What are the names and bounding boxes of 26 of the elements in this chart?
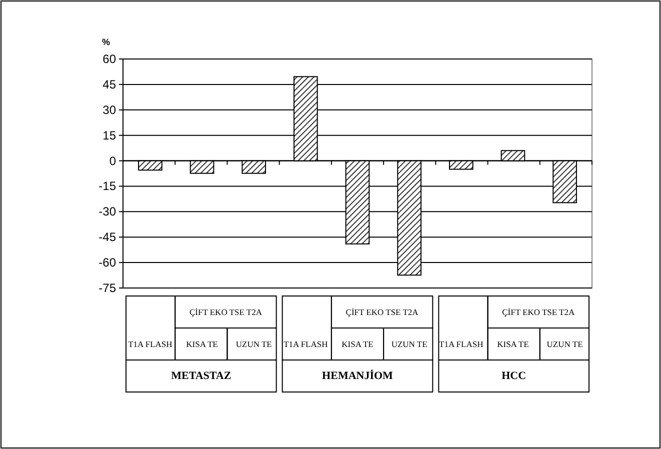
y-axis-title: %	[102, 37, 110, 47]
y-tick-label: 0	[109, 154, 116, 168]
x-tick-label: KISA TE	[497, 339, 529, 349]
text: ÇİFT EKO TSE T2A	[189, 307, 263, 317]
text: METASTAZ	[171, 370, 232, 382]
x-tick-label: KISA TE	[342, 339, 374, 349]
x-tick-label: T1A FLASH	[128, 339, 172, 349]
x-tick-label: UZUN TE	[236, 339, 272, 349]
x-tick-label: T1A FLASH	[284, 339, 328, 349]
y-tick-label: 15	[102, 128, 116, 142]
x-tick-label: T1A FLASH	[439, 339, 484, 349]
y-tick-label: -30	[98, 204, 116, 219]
y-tick-label: 30	[102, 102, 116, 117]
x-tick-label: KISA TE	[186, 339, 218, 349]
y-tick-label: -60	[98, 256, 116, 270]
y-tick-label: -45	[98, 230, 116, 244]
x-tick-label: UZUN TE	[546, 339, 583, 349]
y-tick-label: 60	[102, 52, 116, 66]
text: HCC	[502, 370, 526, 382]
y-tick-label: 45	[102, 77, 116, 92]
x-tick-label: UZUN TE	[391, 339, 428, 349]
text: ÇİFT EKO TSE T2A	[502, 307, 576, 317]
text: ÇİFT EKO TSE T2A	[346, 307, 420, 317]
text: HEMANJİOM	[322, 369, 394, 382]
y-tick-label: -15	[98, 179, 116, 194]
y-tick-label: -75	[98, 281, 116, 295]
